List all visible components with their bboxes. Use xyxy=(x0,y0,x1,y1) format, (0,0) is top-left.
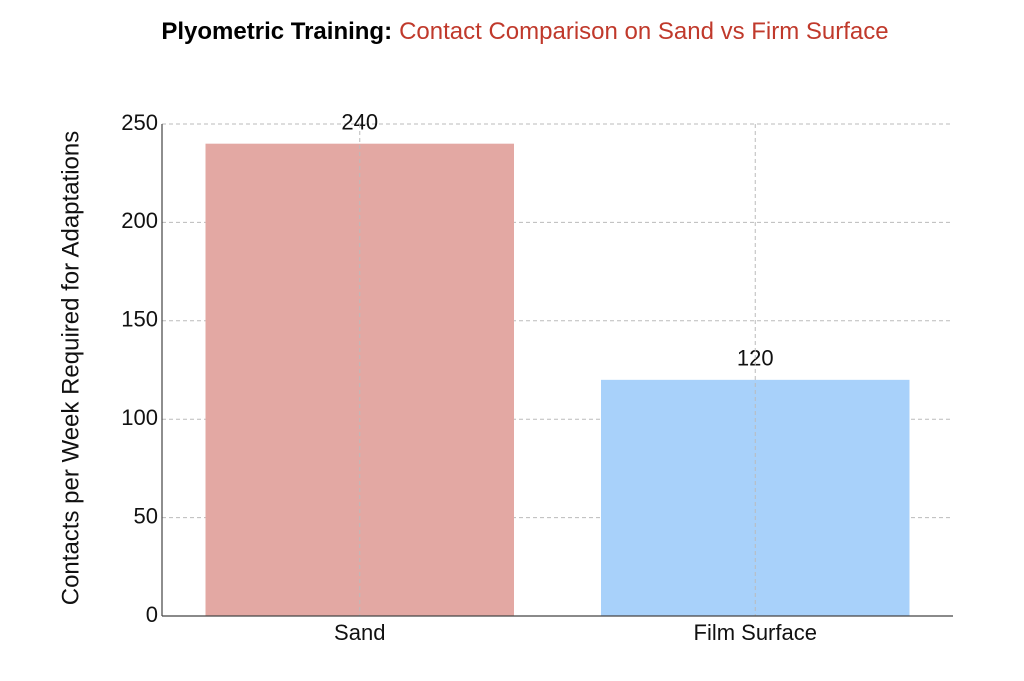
y-tick-label: 150 xyxy=(121,307,158,332)
y-tick-label: 0 xyxy=(146,602,158,627)
y-axis-label: Contacts per Week Required for Adaptatio… xyxy=(57,131,84,606)
y-tick-label: 50 xyxy=(134,503,158,528)
value-label: 240 xyxy=(341,109,378,134)
y-tick-label: 100 xyxy=(121,405,158,430)
x-tick-label: Film Surface xyxy=(694,620,817,645)
chart-title: Plyometric Training: Contact Comparison o… xyxy=(161,18,888,45)
y-tick-label: 200 xyxy=(121,208,158,233)
title-text: Contact Comparison on Sand vs Firm Surfa… xyxy=(399,18,889,45)
title-lead: Plyometric Training: xyxy=(161,18,392,45)
y-tick-label: 250 xyxy=(121,110,158,135)
x-tick-label: Sand xyxy=(334,620,385,645)
